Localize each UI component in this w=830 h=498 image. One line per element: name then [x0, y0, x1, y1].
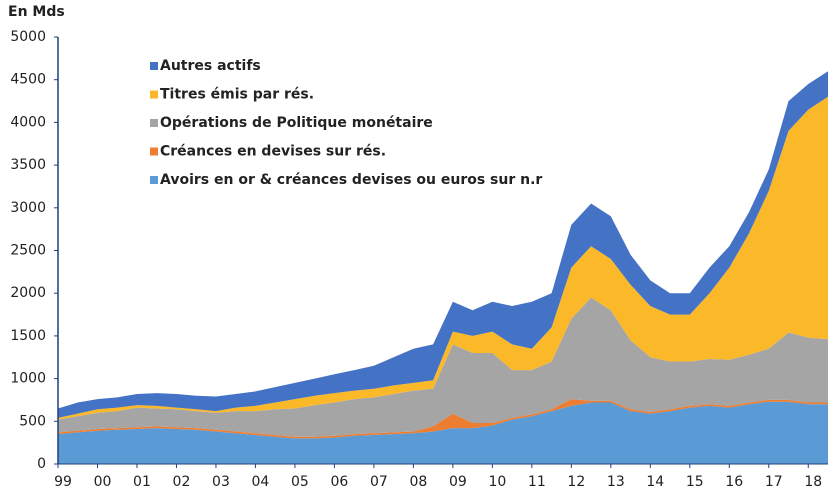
area [58, 401, 828, 464]
legend-swatch [150, 90, 158, 99]
y-tick-label: 4000 [10, 114, 46, 130]
y-tick-label: 500 [19, 413, 46, 429]
y-tick-label: 2000 [10, 285, 46, 301]
x-tick-label: 03 [212, 474, 230, 490]
y-tick-label: 4500 [10, 72, 46, 88]
y-axis-label: En Mds [8, 4, 65, 20]
x-tick-label: 09 [449, 474, 467, 490]
x-tick-label: 13 [607, 474, 625, 490]
legend-swatch [150, 176, 158, 184]
x-tick-label: 10 [488, 474, 506, 490]
x-tick-label: 99 [54, 474, 72, 490]
x-tick-label: 16 [725, 474, 743, 490]
x-tick-label: 14 [646, 474, 664, 490]
y-tick-label: 0 [37, 456, 46, 472]
area [58, 71, 828, 418]
x-tick-label: 07 [370, 474, 388, 490]
legend-label: Opérations de Politique monétaire [160, 115, 433, 131]
y-tick-label: 2500 [10, 243, 46, 259]
x-tick-label: 05 [291, 474, 309, 490]
area [58, 297, 828, 437]
legend-label: Autres actifs [160, 58, 261, 74]
legend-swatch [150, 119, 158, 127]
x-tick-label: 00 [94, 474, 112, 490]
legend-label: Titres émis par rés. [160, 87, 314, 103]
y-tick-label: 1000 [10, 371, 46, 387]
area [58, 96, 828, 420]
x-tick-label: 15 [686, 474, 704, 490]
x-tick-label: 01 [133, 474, 151, 490]
legend-label: Créances en devises sur rés. [160, 144, 386, 160]
x-tick-label: 06 [330, 474, 348, 490]
x-tick-label: 18 [804, 474, 822, 490]
y-tick-label: 5000 [10, 29, 46, 45]
x-tick-label: 11 [528, 474, 546, 490]
legend-label: Avoirs en or & créances devises ou euros… [160, 172, 542, 188]
x-tick-label: 17 [765, 474, 783, 490]
legend-swatch [150, 147, 158, 156]
area [58, 399, 828, 439]
x-tick-label: 08 [409, 474, 427, 490]
x-tick-label: 12 [567, 474, 585, 490]
x-tick-label: 02 [173, 474, 191, 490]
legend-swatch [150, 62, 158, 70]
y-tick-label: 3500 [10, 157, 46, 173]
x-tick-label: 04 [252, 474, 270, 490]
y-tick-label: 3000 [10, 200, 46, 216]
y-tick-label: 1500 [10, 328, 46, 344]
